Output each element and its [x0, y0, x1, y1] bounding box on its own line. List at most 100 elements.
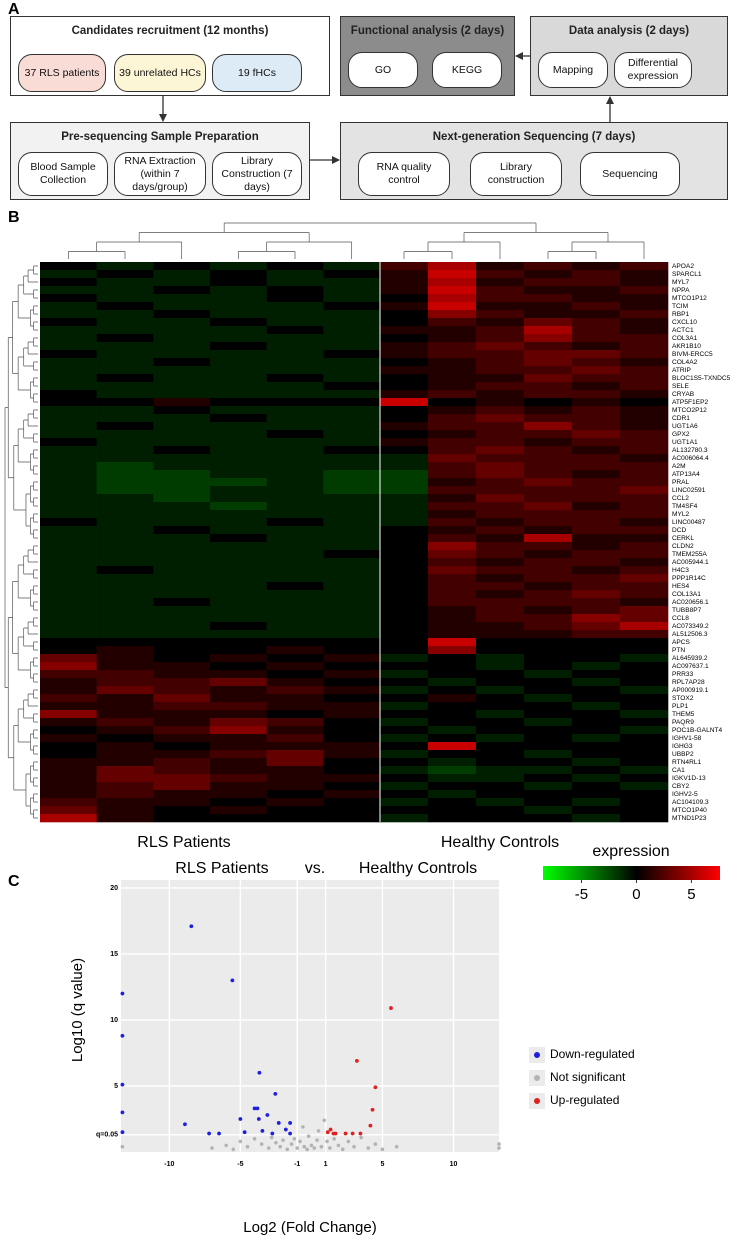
heatmap-cell [524, 366, 573, 375]
heatmap-cell [524, 558, 573, 567]
heatmap-cell [620, 814, 669, 823]
heatmap-cell [40, 686, 97, 695]
heatmap-cell [476, 734, 525, 743]
heatmap-cell [266, 390, 324, 399]
heatmap-cell [210, 518, 267, 527]
heatmap-cell [620, 654, 669, 663]
process-step: RNA Extraction (within 7 days/group) [114, 152, 206, 196]
heatmap-cell [428, 398, 477, 407]
heatmap-cell [620, 630, 669, 639]
heatmap-cell [96, 454, 154, 463]
heatmap-cell [428, 758, 477, 767]
heatmap-cell [40, 566, 97, 575]
heatmap-cell [96, 758, 154, 767]
heatmap-cell [210, 766, 267, 775]
heatmap-cell [428, 798, 477, 807]
heatmap-cell [40, 742, 97, 751]
data-point [328, 1146, 332, 1150]
row-label: AC097637.1 [672, 663, 709, 670]
heatmap-cell [40, 702, 97, 711]
heatmap-cell [476, 790, 525, 799]
heatmap-cell [153, 542, 211, 551]
row-label: PTN [672, 647, 685, 654]
row-label: MYL2 [672, 511, 690, 518]
heatmap-cell [323, 494, 381, 503]
heatmap-cell [524, 662, 573, 671]
heatmap-cell [620, 478, 669, 487]
data-point [346, 1139, 351, 1144]
heatmap-cell [96, 630, 154, 639]
data-point [120, 1144, 125, 1149]
heatmap-cell [476, 494, 525, 503]
chart-title: RLS Patients [175, 860, 268, 877]
data-point [285, 1147, 290, 1152]
panel-label: C [8, 873, 20, 890]
heatmap-cell [96, 662, 154, 671]
legend-label: Up-regulated [550, 1093, 619, 1107]
heatmap-cell [40, 614, 97, 623]
heatmap-cell [572, 518, 621, 527]
heatmap-cell [96, 550, 154, 559]
data-point [343, 1131, 348, 1136]
heatmap-cell [323, 286, 381, 295]
data-point [289, 1142, 294, 1146]
heatmap-cell [572, 414, 621, 423]
heatmap-cell [428, 598, 477, 607]
heatmap-cell [323, 270, 381, 279]
heatmap-cell [476, 670, 525, 679]
heatmap-cell [40, 342, 97, 351]
heatmap-cell [524, 406, 573, 415]
heatmap-cell [96, 270, 154, 279]
row-label: A2M [672, 463, 686, 470]
heatmap-cell [380, 630, 429, 639]
data-point [332, 1136, 336, 1141]
heatmap-cell [380, 558, 429, 567]
heatmap-cell [266, 814, 324, 823]
heatmap-cell [620, 334, 669, 343]
heatmap-cell [96, 374, 154, 383]
heatmap-cell [572, 622, 621, 631]
heatmap-cell [380, 358, 429, 367]
heatmap-cell [476, 302, 525, 311]
heatmap-cell [323, 326, 381, 335]
heatmap-cell [153, 814, 211, 823]
heatmap-cell [153, 350, 211, 359]
heatmap-cell [323, 710, 381, 719]
heatmap-cell [620, 622, 669, 631]
row-label: MTCO1P40 [672, 807, 707, 814]
heatmap-cell [210, 342, 267, 351]
heatmap-cell [380, 622, 429, 631]
heatmap-cell [428, 294, 477, 303]
heatmap-cell [96, 790, 154, 799]
row-label: AC020656.1 [672, 599, 709, 606]
heatmap-cell [40, 350, 97, 359]
heatmap-cell [476, 638, 525, 647]
heatmap-cell [40, 638, 97, 647]
heatmap-cell [210, 606, 267, 615]
heatmap-cell [266, 646, 324, 655]
heatmap-cell [572, 318, 621, 327]
heatmap-cell [428, 750, 477, 759]
heatmap-cell [96, 606, 154, 615]
row-label: AC006064.4 [672, 455, 709, 462]
row-label: RTN4RL1 [672, 759, 702, 766]
heatmap-cell [40, 758, 97, 767]
heatmap-cell [40, 630, 97, 639]
heatmap-cell [153, 462, 211, 471]
heatmap-cell [323, 558, 381, 567]
heatmap-cell [572, 502, 621, 511]
heatmap-cell [620, 638, 669, 647]
heatmap-cell [153, 782, 211, 791]
heatmap-cell [40, 374, 97, 383]
heatmap-cell [96, 614, 154, 623]
data-point [266, 1146, 271, 1150]
heatmap-cell [572, 454, 621, 463]
heatmap-cell [266, 606, 324, 615]
heatmap-cell [266, 470, 324, 479]
heatmap-cell [380, 742, 429, 751]
heatmap-cell [40, 406, 97, 415]
row-label: H4C3 [672, 567, 689, 574]
data-point [333, 1131, 338, 1136]
heatmap-cell [266, 430, 324, 439]
heatmap-cell [380, 478, 429, 487]
